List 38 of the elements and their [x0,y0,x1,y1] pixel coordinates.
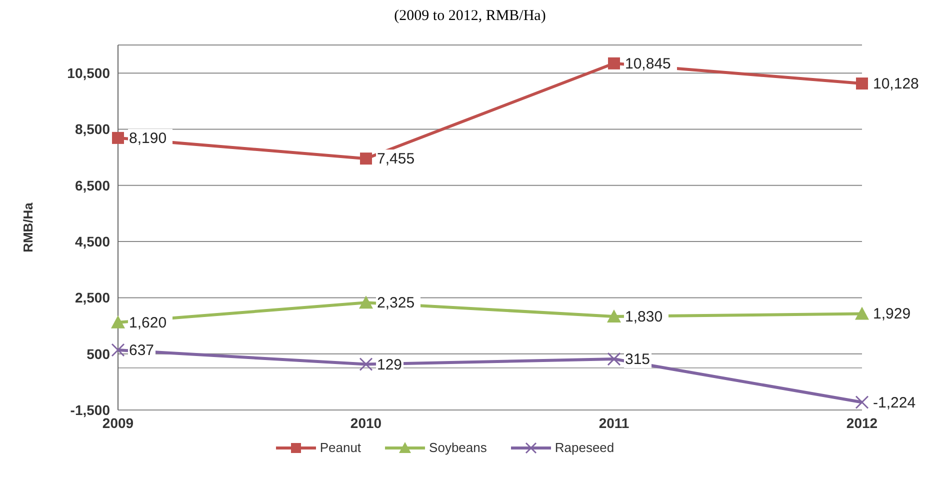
y-tick-label: 500 [86,346,110,362]
point [111,343,125,357]
y-tick-label: 10,500 [67,65,110,82]
point [856,78,868,90]
data-label: 2,325 [377,294,415,312]
legend-label: Soybeans [428,440,487,455]
y-tick-label: 8,500 [74,121,110,138]
data-label: 1,830 [625,308,663,326]
x-tick-label: 2011 [598,414,630,431]
y-tick-label: 2,500 [74,290,110,306]
legend-label: Peanut [318,440,362,455]
data-label: 10,128 [873,76,919,93]
point [608,57,620,70]
point [607,352,621,366]
y-tick-label: 6,500 [74,177,110,194]
point [111,315,125,328]
point [855,306,869,320]
data-label: 8,190 [129,130,167,147]
legend-label: Rapeseed [554,440,614,455]
point [359,358,373,372]
point [112,132,124,144]
data-label: 315 [625,351,650,368]
point [360,152,372,165]
data-label: 10,845 [625,55,671,72]
y-tick-label: 4,500 [74,234,110,250]
data-label: 1,929 [873,306,911,323]
data-label: 129 [377,356,402,374]
x-tick-label: 2010 [350,414,382,431]
point [607,310,621,323]
y-axis-title: RMB/Ha [20,202,36,252]
point [359,296,373,309]
data-label: -1,224 [873,394,916,412]
chart-subtitle: (2009 to 2012, RMB/Ha) [393,8,547,25]
data-label: 1,620 [129,314,167,332]
x-tick-label: 2012 [846,414,878,431]
point [855,396,869,409]
data-label: 7,455 [377,150,415,168]
data-label: 637 [129,342,154,359]
